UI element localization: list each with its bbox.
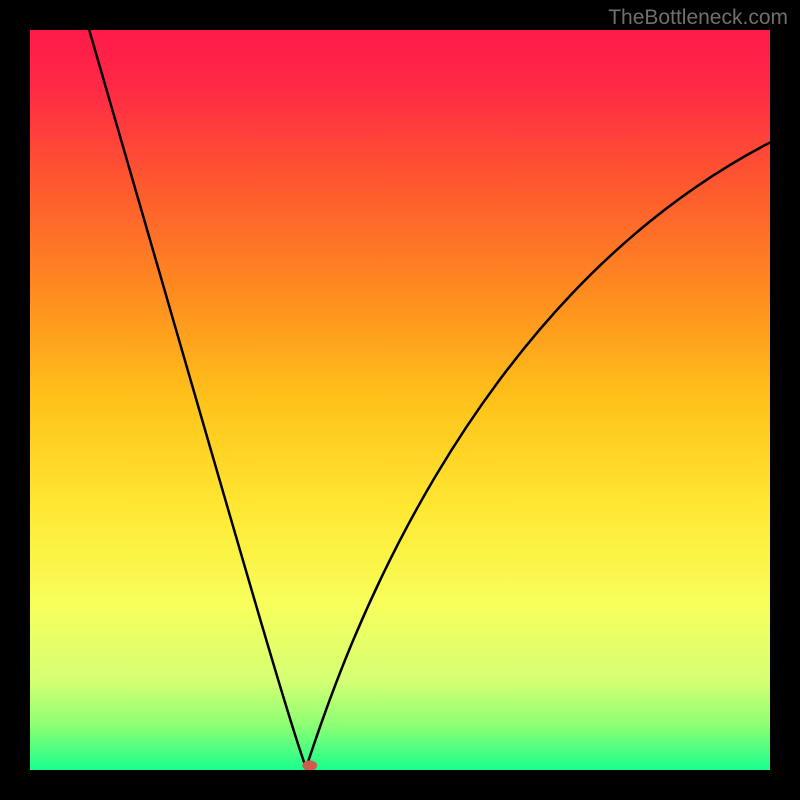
plot-area <box>30 30 770 770</box>
source-watermark: TheBottleneck.com <box>608 6 788 30</box>
gradient-background <box>30 30 770 770</box>
plot-svg <box>30 30 770 770</box>
chart-container: TheBottleneck.com <box>0 0 800 800</box>
